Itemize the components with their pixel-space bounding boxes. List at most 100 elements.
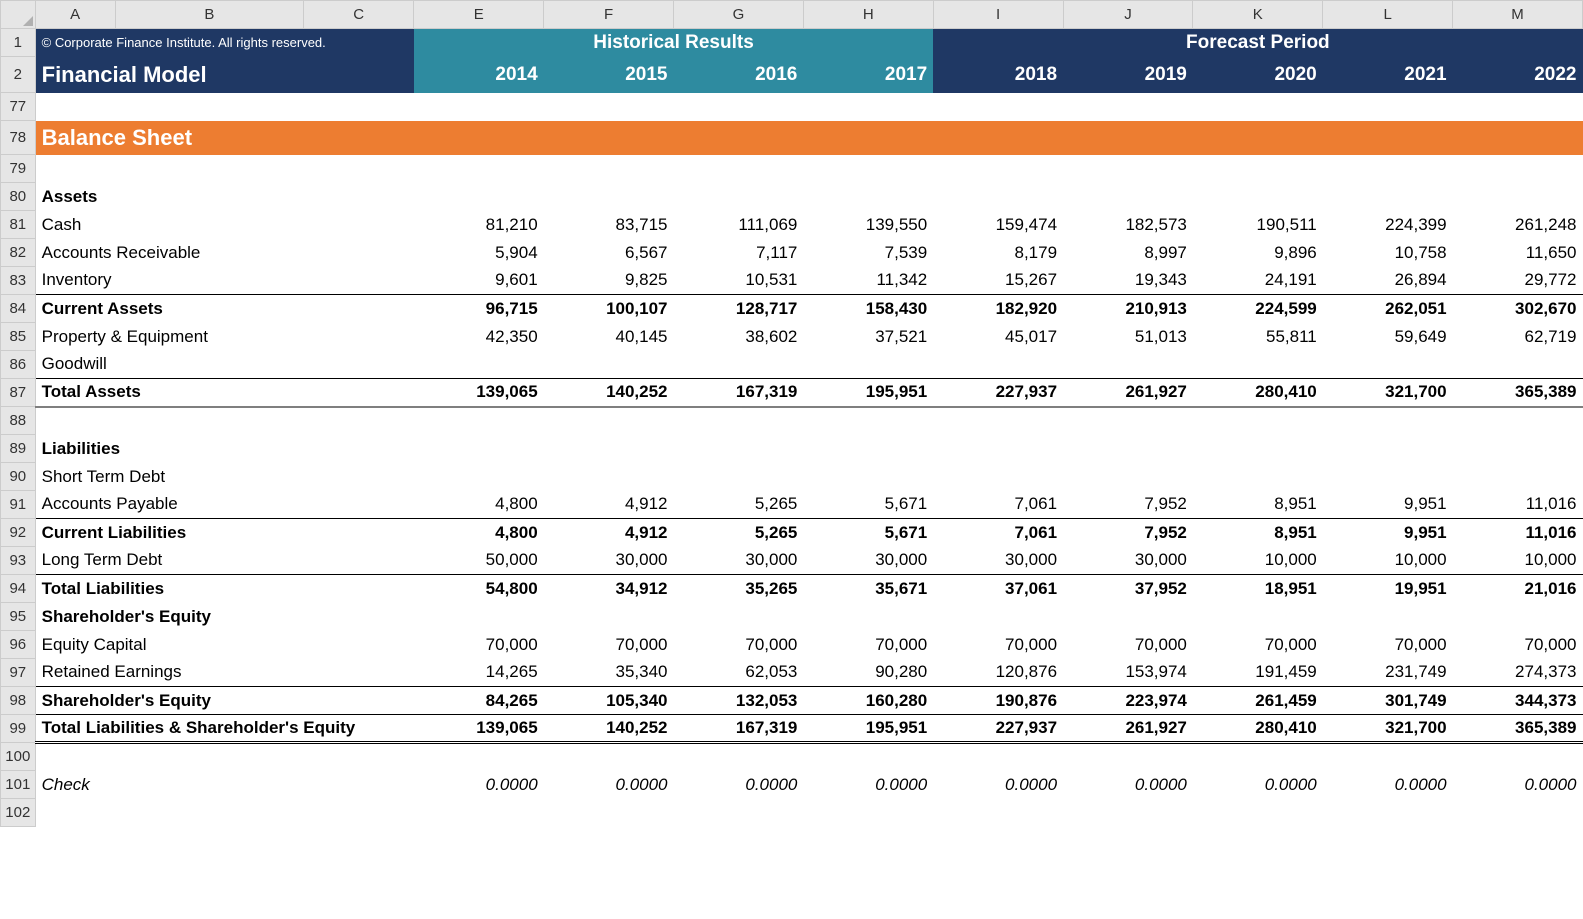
grid-row[interactable]: 83Inventory9,6019,82510,53111,34215,2671… (1, 267, 1583, 295)
year-header[interactable]: 2017 (803, 57, 933, 93)
data-cell[interactable] (1453, 435, 1583, 463)
row-label[interactable]: Total Assets (35, 379, 414, 407)
data-cell[interactable]: 7,117 (674, 239, 804, 267)
grid-row[interactable]: 88 (1, 407, 1583, 435)
data-cell[interactable]: 62,719 (1453, 323, 1583, 351)
data-cell[interactable]: 70,000 (1193, 631, 1323, 659)
data-cell[interactable] (803, 183, 933, 211)
row-header[interactable]: 100 (1, 743, 36, 771)
data-cell[interactable]: 140,252 (544, 379, 674, 407)
grid-row[interactable]: 101Check0.00000.00000.00000.00000.00000.… (1, 771, 1583, 799)
data-cell[interactable]: 10,000 (1193, 547, 1323, 575)
grid-row[interactable]: 2 Financial Model 2014 2015 2016 2017 20… (1, 57, 1583, 93)
row-label[interactable]: Shareholder's Equity (35, 687, 414, 715)
data-cell[interactable] (803, 603, 933, 631)
col-header[interactable]: H (803, 1, 933, 29)
data-cell[interactable]: 96,715 (414, 295, 544, 323)
grid-row[interactable]: 96Equity Capital70,00070,00070,00070,000… (1, 631, 1583, 659)
data-cell[interactable]: 0.0000 (414, 771, 544, 799)
grid-row[interactable]: 98Shareholder's Equity84,265105,340132,0… (1, 687, 1583, 715)
data-cell[interactable]: 11,016 (1453, 491, 1583, 519)
data-cell[interactable]: 105,340 (544, 687, 674, 715)
data-cell[interactable]: 0.0000 (1063, 771, 1193, 799)
data-cell[interactable]: 5,904 (414, 239, 544, 267)
data-cell[interactable]: 191,459 (1193, 659, 1323, 687)
grid-row[interactable]: 81Cash81,21083,715111,069139,550159,4741… (1, 211, 1583, 239)
data-cell[interactable]: 24,191 (1193, 267, 1323, 295)
year-header[interactable]: 2015 (544, 57, 674, 93)
row-label[interactable]: Retained Earnings (35, 659, 414, 687)
data-cell[interactable]: 195,951 (803, 715, 933, 743)
data-cell[interactable]: 55,811 (1193, 323, 1323, 351)
row-label[interactable]: Check (35, 771, 414, 799)
data-cell[interactable] (544, 463, 674, 491)
data-cell[interactable] (414, 799, 544, 827)
data-cell[interactable] (1193, 183, 1323, 211)
data-cell[interactable] (674, 435, 804, 463)
data-cell[interactable] (1323, 435, 1453, 463)
data-cell[interactable] (1323, 743, 1453, 771)
data-cell[interactable]: 70,000 (1323, 631, 1453, 659)
section-title[interactable]: Balance Sheet (35, 121, 1582, 155)
data-cell[interactable] (1063, 183, 1193, 211)
row-header[interactable]: 87 (1, 379, 36, 407)
data-cell[interactable]: 261,248 (1453, 211, 1583, 239)
row-header[interactable]: 88 (1, 407, 36, 435)
data-cell[interactable]: 9,601 (414, 267, 544, 295)
grid-row[interactable]: 95Shareholder's Equity (1, 603, 1583, 631)
data-cell[interactable]: 37,521 (803, 323, 933, 351)
data-cell[interactable]: 70,000 (544, 631, 674, 659)
data-cell[interactable]: 30,000 (803, 547, 933, 575)
data-cell[interactable] (544, 799, 674, 827)
data-cell[interactable]: 30,000 (933, 547, 1063, 575)
data-cell[interactable]: 224,399 (1323, 211, 1453, 239)
data-cell[interactable]: 9,825 (544, 267, 674, 295)
data-cell[interactable] (544, 435, 674, 463)
data-cell[interactable]: 139,550 (803, 211, 933, 239)
data-cell[interactable] (1193, 603, 1323, 631)
data-cell[interactable]: 5,671 (803, 491, 933, 519)
data-cell[interactable]: 8,997 (1063, 239, 1193, 267)
data-cell[interactable] (1063, 435, 1193, 463)
row-label[interactable]: Accounts Receivable (35, 239, 414, 267)
data-cell[interactable] (1323, 407, 1453, 435)
row-header[interactable]: 99 (1, 715, 36, 743)
row-header[interactable]: 2 (1, 57, 36, 93)
data-cell[interactable]: 15,267 (933, 267, 1063, 295)
grid-row[interactable]: 90Short Term Debt (1, 463, 1583, 491)
grid-row[interactable]: 77 (1, 93, 1583, 121)
data-cell[interactable] (674, 743, 804, 771)
data-cell[interactable] (1193, 463, 1323, 491)
copyright-cell[interactable]: © Corporate Finance Institute. All right… (35, 29, 414, 57)
data-cell[interactable]: 7,952 (1063, 491, 1193, 519)
data-cell[interactable]: 280,410 (1193, 379, 1323, 407)
year-header[interactable]: 2022 (1453, 57, 1583, 93)
row-header[interactable]: 78 (1, 121, 36, 155)
data-cell[interactable]: 190,876 (933, 687, 1063, 715)
data-cell[interactable]: 34,912 (544, 575, 674, 603)
row-header[interactable]: 102 (1, 799, 36, 827)
data-cell[interactable]: 30,000 (1063, 547, 1193, 575)
col-header[interactable]: C (303, 1, 413, 29)
row-label[interactable]: Total Liabilities & Shareholder's Equity (35, 715, 414, 743)
col-header[interactable]: K (1193, 1, 1323, 29)
data-cell[interactable]: 35,340 (544, 659, 674, 687)
row-label[interactable]: Equity Capital (35, 631, 414, 659)
data-cell[interactable] (1323, 799, 1453, 827)
row-header[interactable]: 96 (1, 631, 36, 659)
data-cell[interactable]: 7,061 (933, 519, 1063, 547)
row-header[interactable]: 97 (1, 659, 36, 687)
data-cell[interactable]: 5,265 (674, 491, 804, 519)
data-cell[interactable]: 0.0000 (1193, 771, 1323, 799)
grid-row[interactable]: 84Current Assets96,715100,107128,717158,… (1, 295, 1583, 323)
data-cell[interactable]: 160,280 (803, 687, 933, 715)
data-cell[interactable]: 29,772 (1453, 267, 1583, 295)
data-cell[interactable] (1453, 603, 1583, 631)
spreadsheet-grid[interactable]: A B C E F G H I J K L M 1 © Corporate Fi… (0, 0, 1583, 827)
data-cell[interactable]: 321,700 (1323, 715, 1453, 743)
grid-row[interactable]: 82Accounts Receivable5,9046,5677,1177,53… (1, 239, 1583, 267)
data-cell[interactable] (1453, 407, 1583, 435)
data-cell[interactable]: 21,016 (1453, 575, 1583, 603)
data-cell[interactable]: 54,800 (414, 575, 544, 603)
data-cell[interactable]: 153,974 (1063, 659, 1193, 687)
